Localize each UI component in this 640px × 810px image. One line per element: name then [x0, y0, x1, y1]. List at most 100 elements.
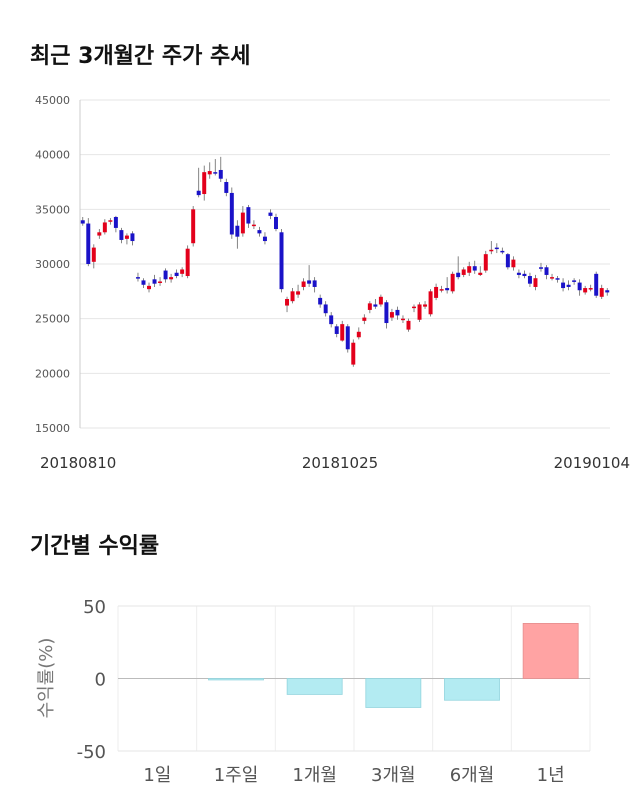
candle-body [434, 286, 439, 298]
candle-body [334, 326, 339, 334]
candle-body [588, 288, 593, 290]
candle-body [384, 302, 389, 324]
candle-body [224, 182, 229, 193]
candle-body [494, 247, 499, 250]
candle-body [229, 192, 234, 235]
returns-y-tick-label: -50 [77, 742, 106, 763]
candlestick-chart: 45000 40000 35000 30000 25000 20000 15000 20180… [35, 94, 630, 472]
returns-bar [286, 678, 343, 695]
candle-body [202, 172, 207, 195]
candle-body [539, 267, 543, 269]
candle-body [522, 273, 527, 277]
returns-x-tick-label: 6개월 [450, 765, 495, 786]
candle-body [301, 281, 306, 287]
candle-body [367, 303, 372, 310]
candle-body [323, 304, 328, 314]
candle-body [285, 298, 290, 306]
candle-body [389, 312, 394, 318]
candle-body [191, 209, 196, 244]
price-y-tick-label: 45000 [35, 94, 70, 107]
candle-body [583, 288, 588, 293]
returns-x-tick-label: 3개월 [371, 765, 416, 786]
candle-body [235, 225, 240, 237]
candle-body [290, 291, 295, 302]
candle-body [329, 315, 334, 325]
price-y-tick-label: 30000 [35, 258, 70, 271]
candle-body [467, 266, 472, 273]
candle-body [395, 309, 400, 316]
candle-body [152, 279, 157, 284]
candle-body [108, 220, 113, 222]
candle-body [279, 232, 284, 290]
candle-body [141, 280, 146, 285]
candle-body [147, 285, 151, 290]
candle-body [169, 277, 174, 280]
candle-body [312, 280, 317, 287]
candle-body [428, 291, 433, 315]
returns-x-tick-label: 1주일 [214, 765, 259, 786]
candle-body [439, 289, 444, 291]
returns-y-tick-label: 0 [95, 670, 106, 691]
candle-body [296, 291, 301, 295]
candle-body [262, 236, 267, 242]
candle-body [594, 273, 599, 296]
candle-body [362, 317, 367, 321]
candle-body [566, 284, 571, 287]
candle-body [527, 276, 532, 284]
candle-body [605, 290, 610, 293]
candle-body [124, 235, 129, 239]
price-x-tick-label: 20180810 [40, 454, 116, 472]
candle-body [373, 304, 378, 307]
candle-body [130, 233, 135, 242]
candle-body [555, 278, 560, 280]
candle-body [340, 324, 345, 341]
candle-body [400, 318, 405, 321]
candle-body [274, 216, 278, 230]
candle-body [406, 320, 411, 330]
candle-body [572, 280, 577, 282]
candle-body [180, 269, 185, 274]
price-y-tick-label: 25000 [35, 313, 70, 326]
candle-body [196, 190, 201, 196]
candle-body [207, 171, 212, 175]
price-x-tick-label: 20190104 [554, 454, 630, 472]
candle-body [113, 216, 118, 228]
candle-body [80, 220, 85, 224]
candle-body [561, 282, 566, 289]
candle-body [86, 223, 91, 264]
candle-body [218, 169, 223, 179]
candle-body [599, 288, 604, 297]
candle-body [533, 278, 538, 287]
candle-body [516, 272, 521, 275]
period-returns-title: 기간별 수익률 [30, 534, 160, 559]
candle-body [174, 272, 179, 277]
price-y-tick-label: 40000 [35, 149, 70, 162]
candle-body [163, 270, 168, 280]
returns-x-tick-label: 1년 [537, 765, 565, 786]
candle-body [423, 304, 428, 307]
candle-body [102, 222, 107, 233]
price-y-tick-label: 20000 [35, 367, 70, 380]
candle-body [450, 273, 455, 292]
candle-body [456, 272, 461, 278]
candle-body [472, 266, 477, 271]
price-x-tick-label: 20181025 [302, 454, 378, 472]
price-y-tick-label: 15000 [35, 422, 70, 435]
candle-body [489, 249, 494, 252]
price-y-tick-label: 35000 [35, 203, 70, 216]
candle-body [318, 297, 323, 305]
candle-body [345, 326, 350, 350]
candle-body [577, 282, 582, 291]
candle-body [511, 259, 516, 268]
candle-body [91, 247, 96, 262]
candle-body [544, 267, 549, 275]
candle-body [240, 212, 245, 234]
returns-x-tick-label: 1개월 [292, 765, 337, 786]
candle-body [500, 250, 505, 253]
candle-body [97, 232, 102, 236]
candle-body [417, 304, 422, 320]
candle-body [257, 230, 262, 234]
candle-body [135, 277, 140, 279]
candle-body [268, 212, 273, 216]
returns-y-axis-label: 수익률(%) [36, 638, 57, 719]
